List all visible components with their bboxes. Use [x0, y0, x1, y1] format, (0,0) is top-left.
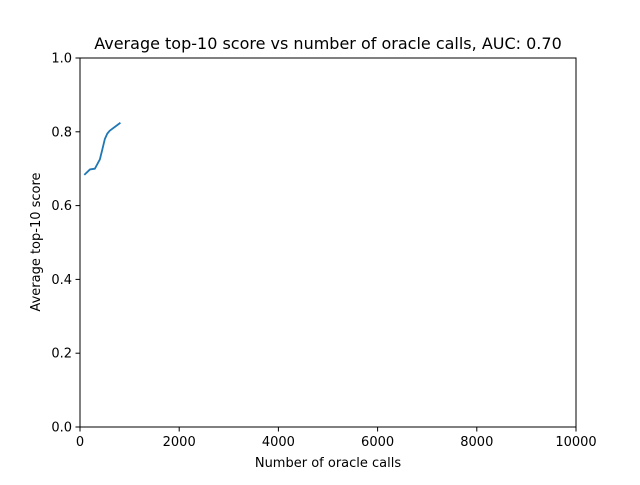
- x-tick-label: 2000: [163, 435, 196, 450]
- y-tick-label: 0.8: [51, 125, 72, 140]
- x-tick-label: 8000: [460, 435, 493, 450]
- series-line-0: [83, 122, 121, 176]
- chart-title: Average top-10 score vs number of oracle…: [94, 34, 562, 53]
- axes-frame: [79, 57, 577, 428]
- y-axis-label: Average top-10 score: [29, 172, 44, 311]
- plot-area: 0 2000 4000 6000 8000 10000 0.0 0.2 0.4 0.6 0.8 1.0: [51, 52, 596, 451]
- x-tick-label: 0: [76, 435, 84, 450]
- y-tick-label: 0.4: [51, 273, 72, 288]
- x-tick-label: 10000: [555, 435, 596, 450]
- y-tick-label: 1.0: [51, 52, 72, 67]
- y-tick-label: 0.6: [51, 199, 72, 214]
- x-axis-label: Number of oracle calls: [255, 456, 402, 471]
- y-tick-label: 0.0: [51, 421, 72, 436]
- x-tick-label: 4000: [262, 435, 295, 450]
- y-tick-label: 0.2: [51, 347, 72, 362]
- x-tick-label: 6000: [361, 435, 394, 450]
